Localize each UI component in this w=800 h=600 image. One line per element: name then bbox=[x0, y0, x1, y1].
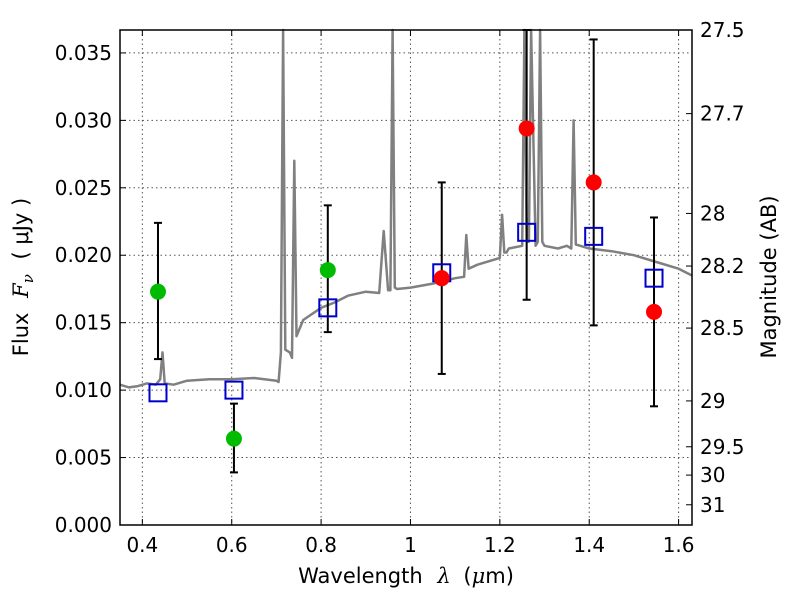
square-marker bbox=[148, 383, 168, 403]
square-marker bbox=[224, 380, 244, 400]
x-axis-label-unit-rest: m) bbox=[485, 564, 514, 588]
circle-marker bbox=[433, 270, 450, 287]
grid bbox=[120, 30, 692, 526]
x-axis-label-unit-open: ( bbox=[463, 564, 471, 588]
x-axis-label-symbol: λ bbox=[436, 564, 450, 588]
y-tick-label: 0.035 bbox=[55, 41, 112, 65]
square-marker bbox=[517, 222, 537, 242]
circle-marker bbox=[319, 262, 336, 279]
circle-marker bbox=[149, 283, 166, 300]
y-axis-label-unit: ( μJy ) bbox=[9, 198, 33, 260]
circle-marker bbox=[225, 430, 242, 447]
y-axis-label-subscript: ν bbox=[19, 274, 37, 283]
data-markers bbox=[148, 120, 664, 447]
x-axis-label: Wavelength λ (μm) bbox=[298, 564, 514, 588]
y2-tick-label: 29.5 bbox=[700, 435, 745, 459]
x-tick-label: 1.4 bbox=[573, 533, 605, 557]
y-tick-label: 0.025 bbox=[55, 176, 112, 200]
x-tick-label: 1.6 bbox=[663, 533, 695, 557]
y2-axis-label: Magnitude (AB) bbox=[757, 195, 781, 358]
y2-tick-label: 27.5 bbox=[700, 18, 745, 42]
x-tick-label: 0.8 bbox=[305, 533, 337, 557]
x-axis-label-text: Wavelength bbox=[298, 564, 423, 588]
y-tick-label: 0.000 bbox=[55, 513, 112, 537]
y2-tick-label: 29 bbox=[700, 389, 725, 413]
y2-tick-label: 28.5 bbox=[700, 316, 745, 340]
square-marker bbox=[318, 298, 338, 318]
y-axis-label: Flux Fν ( μJy ) bbox=[9, 198, 38, 356]
y-axis-label-symbol: F bbox=[9, 282, 33, 299]
x-tick-label: 0.4 bbox=[126, 533, 158, 557]
square-marker bbox=[584, 226, 604, 246]
y2-tick-label: 28.2 bbox=[700, 254, 745, 278]
y-tick-label: 0.015 bbox=[55, 311, 112, 335]
plot-frame bbox=[119, 29, 693, 526]
y2-tick-label: 27.7 bbox=[700, 102, 745, 126]
circle-marker bbox=[585, 174, 602, 191]
y-axis-label-text: Flux bbox=[9, 313, 33, 357]
axis-ticks: 0.4 0.6 0.8 1 1.2 1.4 1.6 0.000 0.005 0.010 0.015 0… bbox=[55, 18, 745, 557]
y2-tick-label: 28 bbox=[700, 201, 725, 225]
y2-tick-label: 31 bbox=[700, 493, 725, 517]
y-tick-label: 0.030 bbox=[55, 108, 112, 132]
y-tick-label: 0.005 bbox=[55, 446, 112, 470]
circle-marker bbox=[646, 303, 663, 320]
x-axis-label-unit-mu: μ bbox=[472, 564, 486, 588]
square-marker bbox=[644, 268, 664, 288]
circle-marker bbox=[518, 120, 535, 137]
spectrum-layer bbox=[119, 28, 693, 389]
y-tick-label: 0.010 bbox=[55, 378, 112, 402]
x-tick-label: 0.6 bbox=[216, 533, 248, 557]
error-bars bbox=[153, 29, 659, 474]
y-tick-label: 0.020 bbox=[55, 243, 112, 267]
spectrum-line bbox=[119, 28, 693, 389]
y2-tick-label: 30 bbox=[700, 463, 725, 487]
x-tick-label: 1 bbox=[404, 533, 417, 557]
x-tick-label: 1.2 bbox=[484, 533, 516, 557]
